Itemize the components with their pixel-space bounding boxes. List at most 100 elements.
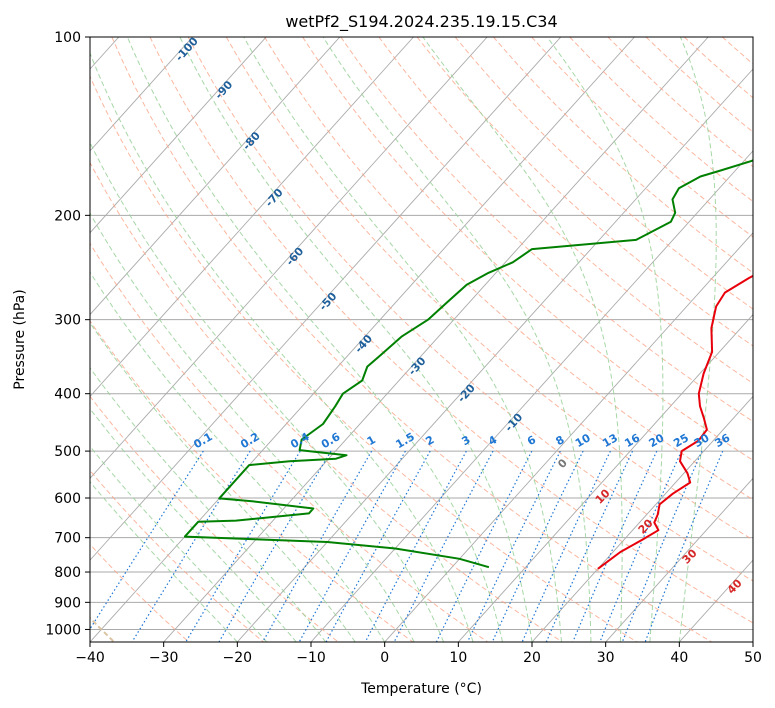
x-tick-label: 0	[380, 650, 389, 666]
y-tick-label: 900	[54, 595, 81, 611]
moist-adiabat-line	[90, 367, 327, 642]
dry-adiabat-line	[302, 37, 753, 461]
isotherm-line	[90, 37, 193, 152]
isotherm-label: -70	[263, 186, 286, 210]
mixing-ratio-line	[599, 450, 682, 642]
dry-adiabat-line	[90, 469, 264, 642]
mixing-ratio-line	[131, 450, 251, 642]
temperature-profile-line	[597, 274, 753, 570]
mixing-ratio-line	[435, 450, 533, 642]
x-tick-label: −40	[75, 650, 105, 666]
mixing-ratio-label: 16	[622, 431, 642, 450]
series-layer	[183, 159, 753, 570]
mixing-ratio-line	[621, 450, 703, 642]
dewpoint-profile-line	[183, 159, 753, 569]
mixing-ratio-line	[466, 450, 561, 642]
mixing-ratio-line	[298, 450, 406, 642]
mixing-ratio-line	[491, 450, 584, 642]
moist-adiabat-line	[678, 37, 717, 642]
x-tick-label: 50	[744, 650, 762, 666]
x-tick-label: 40	[670, 650, 688, 666]
mixing-ratio-line	[644, 450, 724, 642]
x-tick-label: 10	[449, 650, 467, 666]
isotherm-label: -50	[317, 290, 340, 314]
x-tick-label: 20	[523, 650, 541, 666]
isotherm-line	[384, 232, 753, 642]
y-tick-label: 600	[54, 491, 81, 507]
y-tick-label: 500	[54, 444, 81, 460]
moist-adiabat-line	[90, 407, 297, 642]
isotherm-label: -100	[173, 34, 201, 63]
x-tick-label: −30	[149, 650, 179, 666]
mixing-ratio-label: 6	[525, 433, 538, 448]
isotherm-line	[90, 37, 267, 234]
mixing-ratio-line	[185, 450, 301, 642]
moist-adiabat-line	[243, 37, 562, 642]
isotherm-label: -20	[455, 381, 478, 405]
y-tick-label: 1000	[45, 622, 81, 638]
mixing-ratio-label: 2	[423, 433, 436, 448]
x-axis: −40 −30 −20 −10 0 10 20 30 40 50	[75, 642, 762, 666]
mixing-ratio-label: 0.1	[191, 430, 214, 451]
moist-adiabat-line	[546, 37, 664, 642]
y-axis-label: Pressure (hPa)	[12, 289, 28, 389]
moist-adiabat-line	[90, 481, 238, 642]
mixing-ratio-line	[262, 450, 373, 642]
mixing-ratio-label: 3	[459, 433, 472, 448]
mixing-ratio-label: 0.6	[319, 430, 343, 451]
y-tick-label: 300	[54, 313, 81, 329]
isotherm-line	[90, 37, 562, 561]
dry-adiabat-line	[90, 543, 190, 642]
dry-adiabat-line	[493, 37, 753, 274]
mixing-ratio-line	[364, 450, 467, 642]
mixing-ratio-label: 20	[647, 431, 667, 450]
isotherm-line	[752, 641, 753, 642]
mixing-ratio-line	[325, 450, 431, 642]
mixing-ratio-line	[521, 450, 611, 642]
mixing-ratio-label: 30	[692, 431, 712, 450]
moist-adiabat-line	[322, 37, 592, 642]
isotherm-line	[90, 37, 488, 480]
y-tick-label: 100	[54, 30, 81, 46]
dry-adiabat-line	[340, 37, 753, 423]
y-tick-label: 700	[54, 531, 81, 547]
moist-adiabat-line	[90, 141, 445, 642]
moist-adiabat-line	[422, 37, 623, 642]
x-tick-label: −10	[296, 650, 326, 666]
dry-adiabat-line	[264, 37, 753, 501]
moist-adiabat-line	[90, 51, 474, 642]
moist-adiabat-line	[179, 37, 533, 642]
isotherm-line	[90, 37, 341, 316]
mixing-ratio-label: 1.5	[393, 430, 416, 451]
dry-adiabat-line	[683, 37, 753, 99]
isotherm-line	[531, 395, 753, 642]
isotherm-label: -10	[502, 410, 525, 434]
dry-adiabat-line	[454, 37, 753, 310]
dry-adiabat-line	[90, 320, 414, 642]
dry-adiabat-line	[90, 395, 339, 642]
dry-adiabat-line	[149, 37, 753, 624]
mixing-ratio-line	[545, 450, 634, 642]
dry-adiabat-line	[531, 37, 753, 238]
isotherm-line	[90, 37, 635, 642]
mixing-ratio-label: 10	[573, 431, 593, 450]
dry-adiabat-line	[111, 37, 712, 642]
mixing-ratio-line	[393, 450, 494, 642]
x-tick-label: 30	[597, 650, 615, 666]
dry-adiabat-line	[761, 37, 775, 642]
plot-frame	[89, 36, 754, 643]
isotherm-label: -90	[212, 78, 235, 102]
x-tick-label: −20	[223, 650, 253, 666]
mixing-ratio-label: 1	[365, 433, 378, 448]
dry-adiabat-line	[569, 37, 753, 203]
dry-adiabat-line	[378, 37, 753, 385]
y-tick-label: 200	[54, 208, 81, 224]
moist-adiabat-line	[90, 445, 268, 642]
mixing-ratio-line	[90, 450, 204, 631]
dry-adiabat-line	[645, 37, 753, 133]
isotherm-label: -60	[283, 244, 306, 268]
isotherm-label: -40	[352, 332, 375, 356]
isotherm-line	[163, 37, 709, 642]
mixing-ratio-label: 13	[600, 431, 620, 450]
